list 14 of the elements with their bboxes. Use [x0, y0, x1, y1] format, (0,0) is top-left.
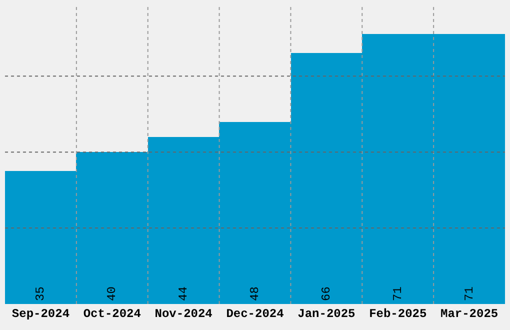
x-tick-label: Sep-2024 — [12, 307, 70, 321]
data-label: 40 — [105, 286, 119, 301]
data-label: 71 — [462, 286, 476, 301]
x-tick-label: Jan-2025 — [298, 307, 356, 321]
data-label: 66 — [320, 286, 334, 301]
data-label: 35 — [34, 286, 48, 301]
x-tick-label: Feb-2025 — [369, 307, 427, 321]
data-label: 71 — [391, 286, 405, 301]
x-tick-label: Nov-2024 — [154, 307, 212, 321]
data-label: 44 — [176, 286, 190, 301]
data-label: 48 — [248, 286, 262, 301]
x-tick-label: Mar-2025 — [440, 307, 498, 321]
x-tick-label: Oct-2024 — [83, 307, 141, 321]
x-tick-label: Dec-2024 — [226, 307, 284, 321]
